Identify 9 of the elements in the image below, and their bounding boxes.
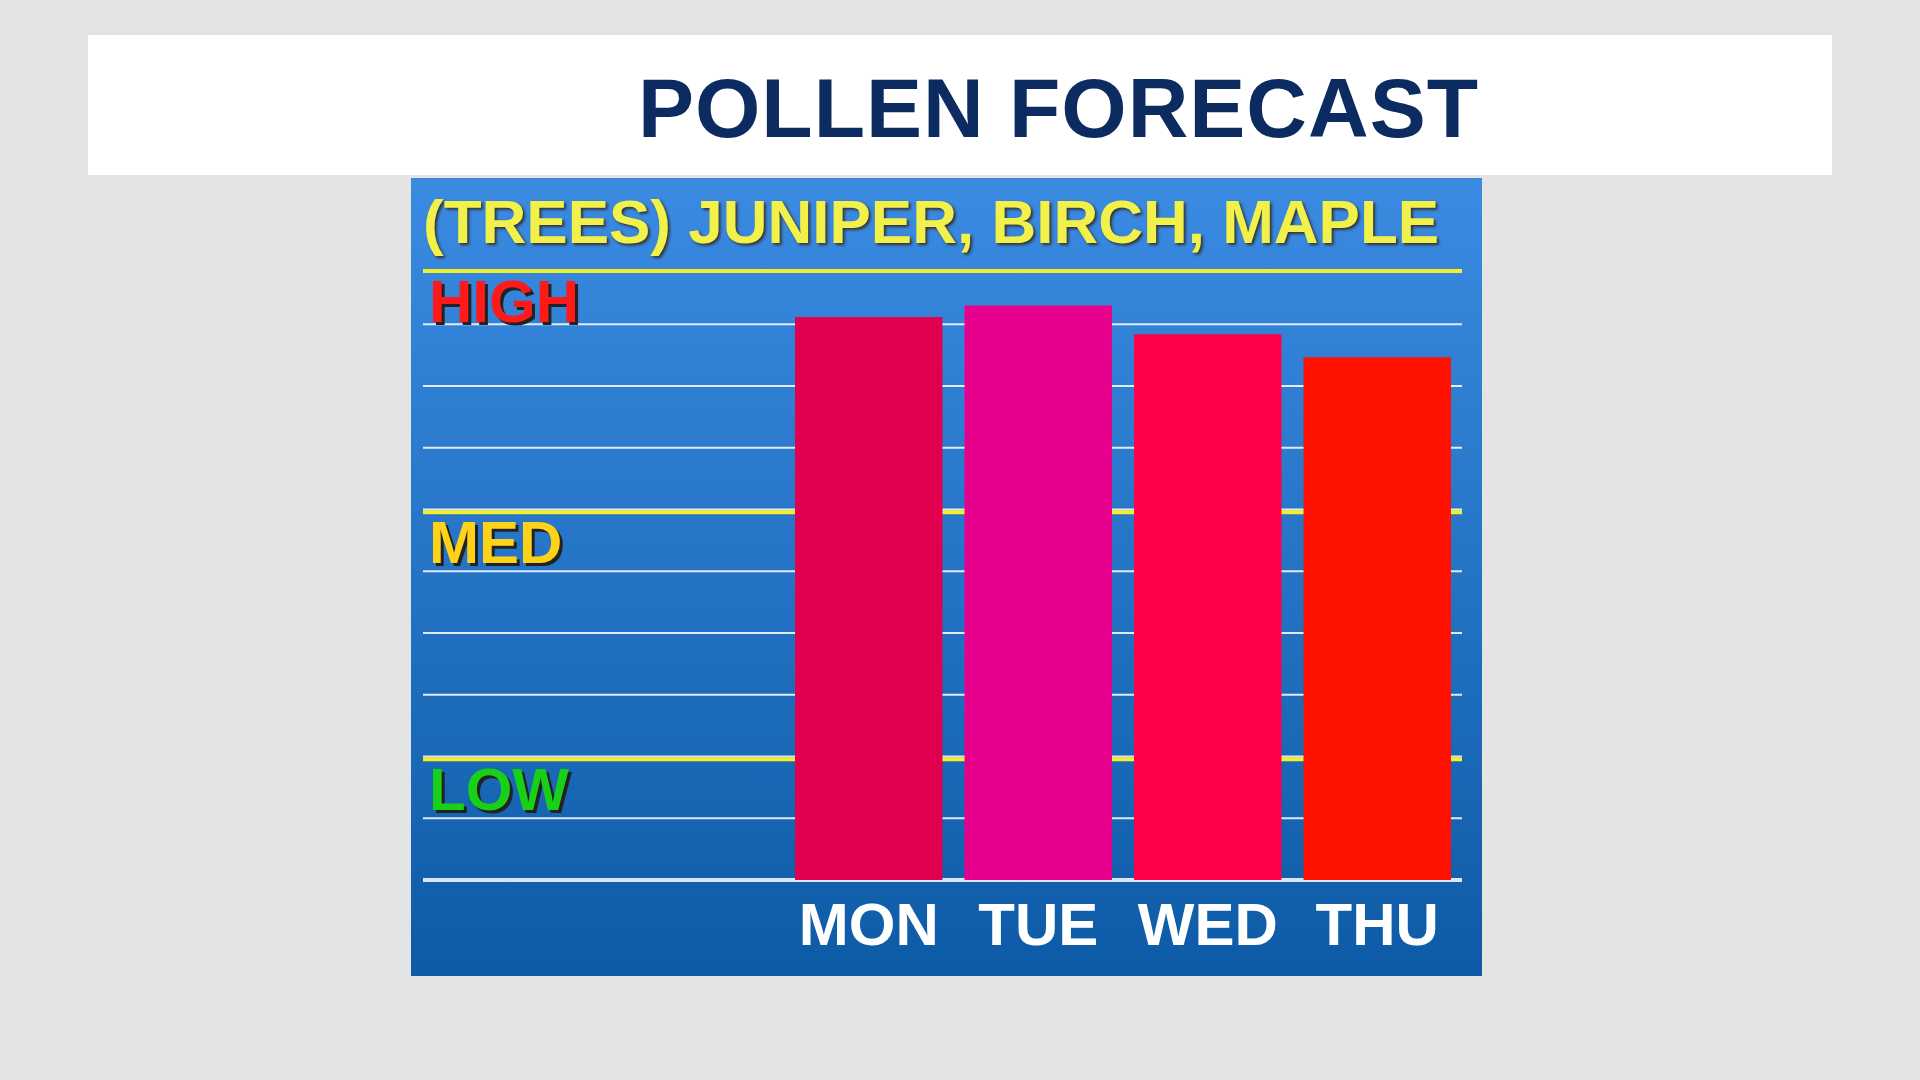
x-tick-label: WED [1137, 890, 1278, 958]
chart-title: POLLEN FORECAST [638, 60, 1480, 157]
x-tick-label: THU [1315, 890, 1439, 958]
ref-line-label: MED [432, 511, 566, 579]
ref-line-label: LOW [432, 758, 573, 826]
chart-subtitle: (TREES) JUNIPER, BIRCH, MAPLE [423, 186, 1440, 257]
x-tick-label: MON [798, 890, 939, 958]
x-tick-label: TUE [978, 890, 1099, 958]
ref-line-label: HIGH [432, 270, 582, 338]
